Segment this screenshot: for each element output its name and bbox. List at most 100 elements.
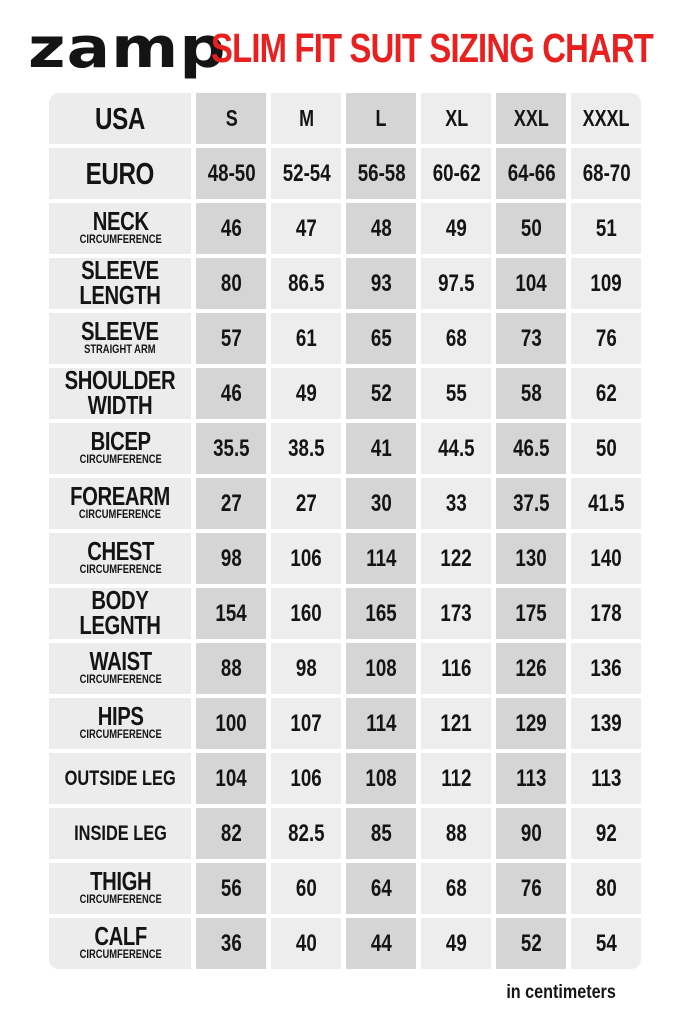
value-cell: 76 (496, 863, 567, 914)
value-cell: 73 (496, 313, 567, 364)
value-cell: 52 (346, 368, 417, 419)
row-label: CALF CIRCUMFERENCE (49, 918, 192, 969)
table-row: INSIDE LEG 82 82.5 85 88 90 92 (49, 808, 642, 859)
value-cell: 68 (421, 313, 492, 364)
value-cell: 178 (571, 588, 642, 639)
value-cell: 38.5 (271, 423, 342, 474)
value-cell: 61 (271, 313, 342, 364)
value-cell: 80 (571, 863, 642, 914)
value-cell: 60-62 (421, 148, 492, 199)
value-cell: 113 (571, 753, 642, 804)
value-cell: 140 (571, 533, 642, 584)
value-cell: 46.5 (496, 423, 567, 474)
value-cell: 109 (571, 258, 642, 309)
value-cell: 46 (196, 203, 267, 254)
value-cell: 165 (346, 588, 417, 639)
value-cell: 65 (346, 313, 417, 364)
value-cell: 108 (346, 643, 417, 694)
table-row: CHEST CIRCUMFERENCE 98 106 114 122 130 140 (49, 533, 642, 584)
value-cell: 64-66 (496, 148, 567, 199)
table-row: SLEEVE LENGTH 80 86.5 93 97.5 104 109 (49, 257, 642, 309)
value-cell: 139 (571, 698, 642, 749)
row-label: BODY LEGNTH (49, 587, 192, 639)
value-cell: 86.5 (271, 258, 342, 309)
value-cell: 40 (271, 918, 342, 969)
row-label: WAIST CIRCUMFERENCE (49, 643, 192, 694)
value-cell: 37.5 (496, 478, 567, 529)
page-title: SLIM FIT SUIT SIZING CHART (210, 24, 654, 71)
table-row: FOREARM CIRCUMFERENCE 27 27 30 33 37.5 41.5 (49, 478, 642, 529)
value-cell: 48 (346, 203, 417, 254)
value-cell: 52 (496, 918, 567, 969)
value-cell: 52-54 (271, 148, 342, 199)
value-cell: 136 (571, 643, 642, 694)
row-label: THIGH CIRCUMFERENCE (49, 863, 192, 914)
value-cell: 33 (421, 478, 492, 529)
value-cell: 35.5 (196, 423, 267, 474)
value-cell: 54 (571, 918, 642, 969)
value-cell: 47 (271, 203, 342, 254)
value-cell: 27 (271, 478, 342, 529)
value-cell: 107 (271, 698, 342, 749)
row-label: HIPS CIRCUMFERENCE (49, 698, 192, 749)
table-row: SHOULDER WIDTH 46 49 52 55 58 62 (49, 367, 642, 419)
value-cell: 44.5 (421, 423, 492, 474)
value-cell: 154 (196, 588, 267, 639)
value-cell: 114 (346, 533, 417, 584)
table-row: NECK CIRCUMFERENCE 46 47 48 49 50 51 (49, 203, 642, 254)
row-label: INSIDE LEG (49, 808, 192, 859)
value-cell: 27 (196, 478, 267, 529)
value-cell: 57 (196, 313, 267, 364)
column-header-xl: XL (421, 93, 492, 144)
value-cell: 36 (196, 918, 267, 969)
value-cell: 129 (496, 698, 567, 749)
value-cell: 82.5 (271, 808, 342, 859)
value-cell: 106 (271, 753, 342, 804)
table-row: HIPS CIRCUMFERENCE 100 107 114 121 129 139 (49, 698, 642, 749)
row-label: SLEEVE LENGTH (49, 257, 192, 309)
table-row: OUTSIDE LEG 104 106 108 112 113 113 (49, 753, 642, 804)
value-cell: 113 (496, 753, 567, 804)
value-cell: 121 (421, 698, 492, 749)
value-cell: 122 (421, 533, 492, 584)
value-cell: 97.5 (421, 258, 492, 309)
value-cell: 60 (271, 863, 342, 914)
value-cell: 173 (421, 588, 492, 639)
value-cell: 76 (571, 313, 642, 364)
column-header-xxl: XXL (496, 93, 567, 144)
value-cell: 108 (346, 753, 417, 804)
value-cell: 68 (421, 863, 492, 914)
value-cell: 41.5 (571, 478, 642, 529)
value-cell: 62 (571, 368, 642, 419)
value-cell: 93 (346, 258, 417, 309)
value-cell: 88 (421, 808, 492, 859)
value-cell: 55 (421, 368, 492, 419)
value-cell: 56 (196, 863, 267, 914)
row-label: BICEP CIRCUMFERENCE (49, 423, 192, 474)
sizing-table: USA S M L XL XXL XXXL EURO 48-50 52-54 56-58 60-62… (44, 89, 646, 973)
value-cell: 41 (346, 423, 417, 474)
value-cell: 64 (346, 863, 417, 914)
value-cell: 175 (496, 588, 567, 639)
value-cell: 85 (346, 808, 417, 859)
column-header-m: M (271, 93, 342, 144)
value-cell: 30 (346, 478, 417, 529)
value-cell: 112 (421, 753, 492, 804)
value-cell: 98 (196, 533, 267, 584)
row-label: EURO (49, 148, 192, 199)
value-cell: 46 (196, 368, 267, 419)
value-cell: 104 (496, 258, 567, 309)
value-cell: 49 (271, 368, 342, 419)
value-cell: 48-50 (196, 148, 267, 199)
zamp-logo: zamp (28, 14, 227, 81)
row-label: NECK CIRCUMFERENCE (49, 203, 192, 254)
units-note-text: in centimeters (506, 982, 616, 1003)
value-cell: 116 (421, 643, 492, 694)
row-label: SHOULDER WIDTH (49, 367, 192, 419)
page-header: zamp SLIM FIT SUIT SIZING CHART (28, 12, 692, 84)
row-label: OUTSIDE LEG (49, 753, 192, 804)
value-cell: 160 (271, 588, 342, 639)
value-cell: 90 (496, 808, 567, 859)
value-cell: 56-58 (346, 148, 417, 199)
